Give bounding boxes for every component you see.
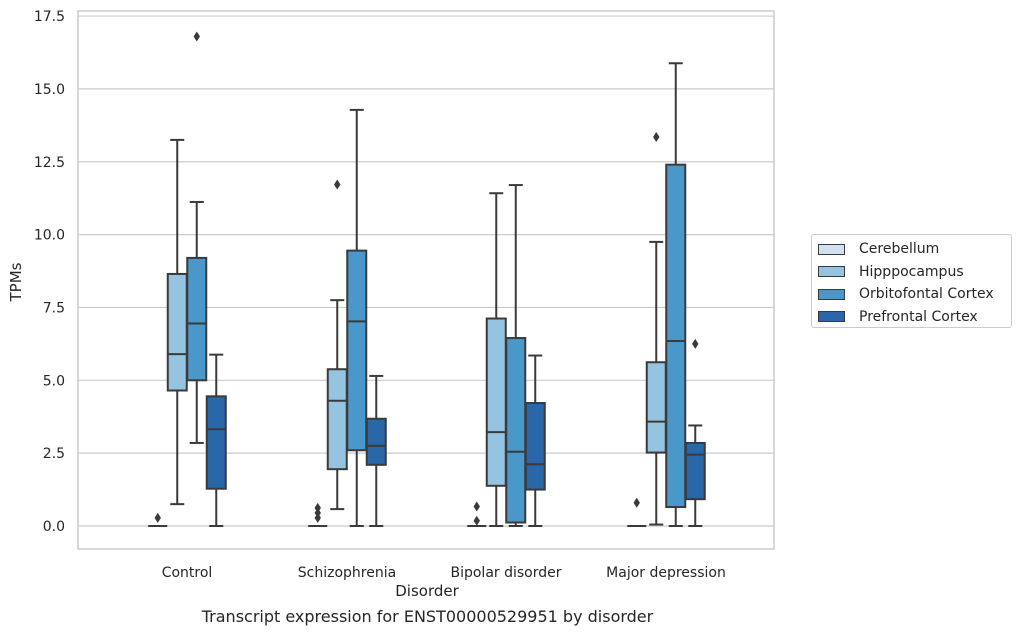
box-iqr	[365, 417, 387, 466]
legend-item-hippocampus: Hipppocampus	[818, 261, 1011, 284]
y-tick-label: 15.0	[34, 82, 65, 98]
x-tick-label: Bipolar disorder	[450, 565, 561, 581]
box-prefrontal-cortex-3	[684, 338, 706, 527]
box-iqr	[326, 368, 348, 471]
y-tick-label: 17.5	[34, 9, 65, 25]
box-prefrontal-cortex-1	[365, 374, 387, 527]
outlier-point	[154, 512, 161, 523]
legend-swatch-prefrontal	[818, 311, 845, 323]
legend-label-prefrontal: Prefrontal Cortex	[859, 308, 978, 325]
outlier-point	[314, 502, 321, 513]
box-cerebellum-1	[308, 502, 328, 527]
legend-item-prefrontal: Prefrontal Cortex	[818, 306, 1011, 329]
legend-item-cerebellum: Cerebellum	[818, 238, 1011, 261]
y-tick-label: 2.5	[43, 446, 65, 462]
y-tick-labels: 0.0 2.5 5.0 7.5 10.0 12.5 15.0 17.5	[34, 9, 65, 535]
x-tick-label: Control	[162, 565, 213, 581]
outlier-point	[473, 501, 480, 512]
legend: Cerebellum Hipppocampus Orbitofontal Cor…	[811, 234, 1012, 328]
legend-swatch-hippocampus	[818, 266, 845, 278]
y-tick-label: 12.5	[34, 155, 65, 171]
y-tick-label: 7.5	[43, 300, 65, 316]
box-prefrontal-cortex-0	[205, 353, 227, 527]
outlier-point	[473, 515, 480, 526]
box-hipppocampus-1	[326, 179, 348, 511]
legend-label-hippocampus: Hipppocampus	[859, 263, 964, 280]
legend-item-orbitofrontal: Orbitofontal Cortex	[818, 283, 1011, 306]
box-iqr	[485, 317, 507, 487]
box-iqr	[505, 337, 527, 524]
y-tick-label: 5.0	[43, 373, 65, 389]
box-iqr	[186, 256, 208, 382]
outlier-point	[193, 31, 200, 42]
legend-label-cerebellum: Cerebellum	[859, 241, 940, 258]
box-iqr	[665, 163, 687, 509]
box-cerebellum-3	[627, 497, 647, 527]
box-orbitofontal-cortex-1	[346, 108, 368, 527]
box-hipppocampus-3	[645, 131, 667, 526]
box-iqr	[205, 395, 227, 490]
outlier-point	[633, 497, 640, 508]
box-cerebellum-2	[467, 501, 487, 527]
y-tick-label: 0.0	[43, 519, 65, 535]
box-iqr	[346, 249, 368, 452]
legend-swatch-orbitofrontal	[818, 288, 845, 300]
axes-frame	[77, 10, 775, 550]
legend-label-orbitofrontal: Orbitofontal Cortex	[859, 286, 994, 303]
box-iqr	[524, 402, 546, 491]
x-axis-label: Disorder	[395, 582, 459, 600]
outlier-point	[334, 179, 341, 190]
outlier-point	[653, 131, 660, 142]
box-hipppocampus-2	[485, 192, 507, 527]
box-iqr	[166, 272, 188, 392]
box-layer	[148, 31, 706, 527]
chart-caption: Transcript expression for ENST0000052995…	[201, 607, 654, 626]
legend-swatch-cerebellum	[818, 243, 845, 255]
x-tick-label: Major depression	[606, 565, 726, 581]
box-iqr	[684, 441, 706, 501]
box-hipppocampus-0	[166, 138, 188, 506]
box-orbitofontal-cortex-3	[665, 62, 687, 527]
x-tick-labels: Control Schizophrenia Bipolar disorder Majo…	[162, 565, 726, 581]
y-axis-label: TPMs	[7, 262, 25, 302]
y-tick-label: 10.0	[34, 228, 65, 244]
box-orbitofontal-cortex-2	[505, 184, 527, 527]
box-prefrontal-cortex-2	[524, 354, 546, 527]
box-cerebellum-0	[148, 512, 168, 527]
box-orbitofontal-cortex-0	[186, 31, 208, 444]
box-iqr	[645, 361, 667, 454]
x-tick-label: Schizophrenia	[298, 565, 396, 581]
outlier-point	[692, 338, 699, 349]
